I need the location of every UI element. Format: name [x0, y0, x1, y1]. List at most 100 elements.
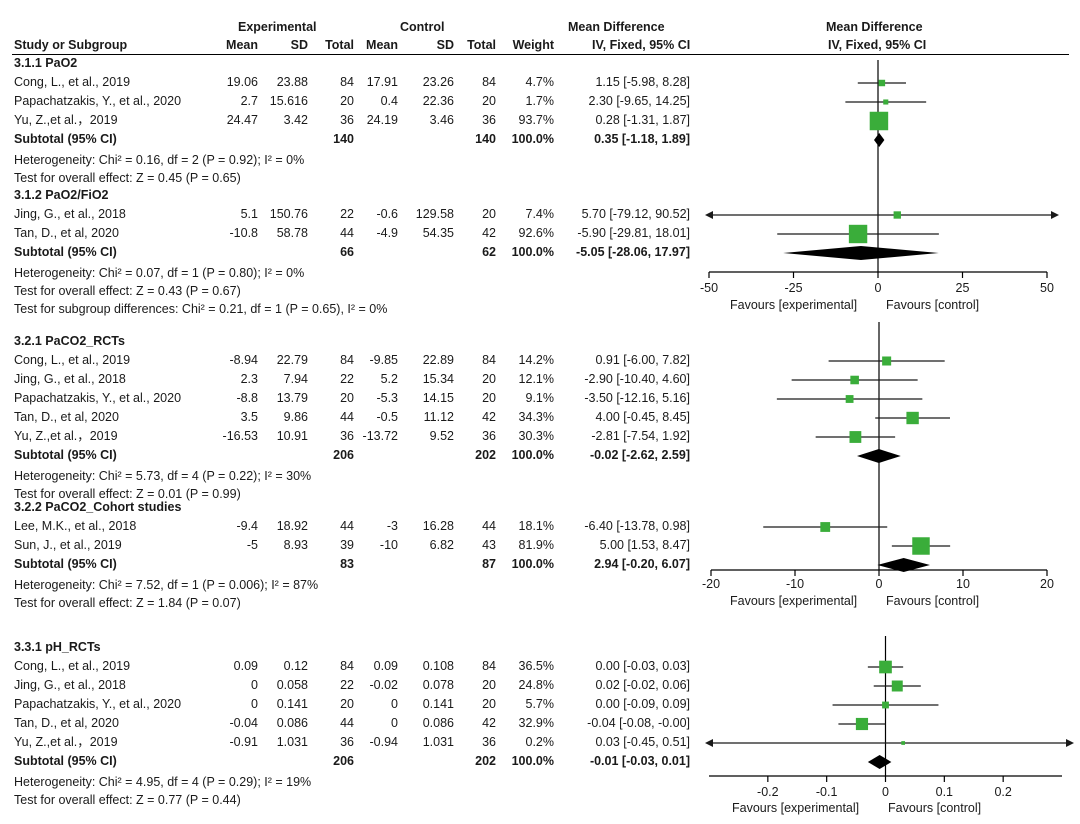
ci-arrow-right	[1051, 211, 1059, 219]
subtotal-diamond	[874, 133, 885, 147]
study-cm: 0.4	[380, 94, 398, 108]
study-csd: 11.12	[423, 410, 454, 424]
study-cm: 0	[391, 697, 398, 711]
header-experimental: Experimental	[238, 20, 317, 34]
study-em: -8.94	[229, 353, 259, 367]
x-tick-label: 0	[876, 577, 883, 591]
subtotal-label: Subtotal (95% CI)	[14, 245, 117, 259]
study-csd: 23.26	[422, 75, 454, 89]
study-ci: 0.03 [-0.45, 0.51]	[595, 735, 690, 749]
study-name: Yu, Z.,et al.，2019	[14, 735, 118, 749]
study-esd: 3.42	[283, 113, 308, 127]
header-mean-difference: Mean Difference	[568, 20, 665, 34]
study-et: 84	[340, 353, 354, 367]
study-cm: 24.19	[366, 113, 398, 127]
study-et: 36	[340, 735, 354, 749]
study-cm: -0.02	[369, 678, 399, 692]
study-w: 12.1%	[518, 372, 554, 386]
header-weight: Weight	[512, 38, 554, 52]
study-w: 18.1%	[518, 519, 554, 533]
study-cm: -9.85	[369, 353, 399, 367]
study-name: Cong, L., et al., 2019	[14, 659, 131, 673]
study-et: 22	[340, 678, 354, 692]
study-csd: 15.34	[422, 372, 454, 386]
study-esd: 0.141	[276, 697, 308, 711]
study-em: 19.06	[226, 75, 258, 89]
subtotal-exp-total: 66	[340, 245, 354, 259]
study-et: 36	[340, 113, 354, 127]
study-ci: 4.00 [-0.45, 8.45]	[595, 410, 690, 424]
ci-arrow-left	[705, 211, 713, 219]
study-em: 2.7	[240, 94, 258, 108]
x-tick-label: -0.1	[816, 785, 838, 799]
study-em: -8.8	[236, 391, 258, 405]
study-em: 5.1	[240, 207, 258, 221]
stat-note: Test for overall effect: Z = 0.77 (P = 0…	[14, 793, 241, 807]
study-ci: 5.70 [-79.12, 90.52]	[581, 207, 690, 221]
subtotal-exp-total: 83	[340, 557, 354, 571]
favours-left-label: Favours [experimental]	[730, 594, 857, 608]
study-marker	[855, 717, 869, 731]
study-name: Jing, G., et al., 2018	[14, 207, 126, 221]
study-marker	[869, 111, 889, 131]
study-et: 22	[340, 372, 354, 386]
study-esd: 8.93	[283, 538, 308, 552]
study-cm: -5.3	[376, 391, 398, 405]
header-rule	[12, 54, 1069, 55]
subtotal-exp-total: 140	[333, 132, 354, 146]
study-cm: -13.72	[362, 429, 398, 443]
study-name: Cong, L., et al., 2019	[14, 353, 131, 367]
study-w: 9.1%	[525, 391, 555, 405]
study-esd: 18.92	[276, 519, 308, 533]
study-w: 92.6%	[518, 226, 554, 240]
header-ctl-mean: Mean	[366, 38, 398, 52]
stat-note: Heterogeneity: Chi² = 0.16, df = 2 (P = …	[14, 153, 305, 167]
study-cm: 17.91	[366, 75, 398, 89]
header-study: Study or Subgroup	[14, 38, 128, 52]
study-cm: 5.2	[380, 372, 398, 386]
favours-left-label: Favours [experimental]	[730, 298, 857, 312]
subtotal-ctl-total: 87	[482, 557, 496, 571]
header-ci-plot: IV, Fixed, 95% CI	[828, 38, 927, 52]
study-em: -9.4	[236, 519, 258, 533]
study-name: Papachatzakis, Y., et al., 2020	[14, 391, 182, 405]
header-exp-sd: SD	[290, 38, 308, 52]
study-cm: -10	[379, 538, 398, 552]
study-em: 2.3	[240, 372, 258, 386]
header-control: Control	[400, 20, 445, 34]
study-et: 84	[340, 75, 354, 89]
subtotal-exp-total: 206	[333, 448, 354, 462]
study-name: Yu, Z.,et al.，2019	[14, 429, 118, 443]
subtotal-ctl-total: 202	[475, 448, 496, 462]
subtotal-diamond	[856, 449, 901, 463]
study-em: 0.09	[233, 659, 258, 673]
study-ct: 44	[482, 519, 496, 533]
x-tick-label: -20	[702, 577, 720, 591]
study-name: Cong, L., et al., 2019	[14, 75, 131, 89]
study-marker	[912, 537, 930, 555]
study-ct: 42	[482, 716, 496, 730]
study-marker	[893, 211, 901, 219]
x-tick-label: 25	[956, 281, 970, 295]
subtotal-label: Subtotal (95% CI)	[14, 754, 117, 768]
header-ctl-sd: SD	[436, 38, 454, 52]
subtotal-ci: -0.02 [-2.62, 2.59]	[589, 448, 690, 462]
stat-note: Test for overall effect: Z = 0.43 (P = 0…	[14, 284, 241, 298]
study-name: Jing, G., et al., 2018	[14, 678, 126, 692]
study-esd: 1.031	[276, 735, 308, 749]
subtotal-weight: 100.0%	[511, 448, 554, 462]
study-ct: 36	[482, 429, 496, 443]
study-ci: -5.90 [-29.81, 18.01]	[577, 226, 690, 240]
study-esd: 10.91	[276, 429, 308, 443]
stat-note: Heterogeneity: Chi² = 5.73, df = 4 (P = …	[14, 469, 312, 483]
study-csd: 3.46	[429, 113, 454, 127]
study-em: -0.04	[229, 716, 259, 730]
study-w: 34.3%	[518, 410, 554, 424]
study-et: 20	[340, 697, 354, 711]
study-ct: 36	[482, 113, 496, 127]
section-title: 3.1.1 PaO2	[14, 56, 78, 70]
study-ci: 1.15 [-5.98, 8.28]	[595, 75, 690, 89]
study-esd: 150.76	[269, 207, 308, 221]
subtotal-weight: 100.0%	[511, 557, 554, 571]
study-csd: 6.82	[429, 538, 454, 552]
